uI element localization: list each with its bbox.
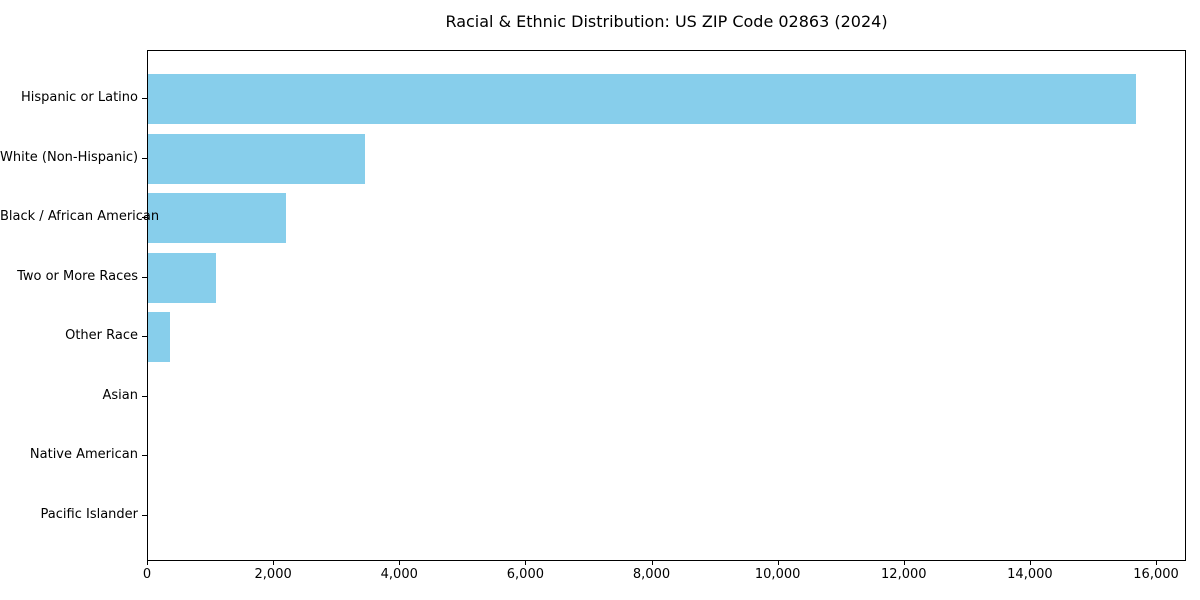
y-tick-label: Hispanic or Latino [20, 90, 138, 105]
y-tick-label: Other Race [65, 328, 138, 343]
plot-area [147, 50, 1186, 561]
x-tick-mark [147, 561, 148, 565]
x-tick-mark [1156, 561, 1158, 565]
bar-hispanic-or-latino [148, 74, 1136, 124]
x-tick-label: 16,000 [1133, 567, 1179, 582]
x-tick-mark [273, 561, 275, 565]
y-tick-label: Native American [29, 447, 138, 462]
x-tick-mark [525, 561, 527, 565]
y-tick-label: Black / African American [0, 209, 160, 224]
x-tick-mark [903, 561, 905, 565]
x-tick-mark [1029, 561, 1031, 565]
y-tick-mark [142, 98, 147, 99]
y-tick-mark [142, 455, 147, 456]
y-tick-label: White (Non-Hispanic) [0, 149, 139, 165]
y-tick-label: Pacific Islander [40, 506, 138, 522]
y-tick-mark [142, 276, 147, 278]
x-tick-label: 2,000 [254, 567, 292, 582]
bar-other-race [148, 312, 171, 362]
y-tick-label: Two or More Races [17, 268, 138, 284]
x-tick-label: 0 [142, 567, 152, 582]
x-tick-label: 14,000 [1007, 567, 1053, 582]
y-tick-mark [142, 217, 147, 218]
y-tick-label: Asian [102, 387, 138, 403]
x-tick-label: 6,000 [506, 567, 544, 582]
chart-title: Racial & Ethnic Distribution: US ZIP Cod… [445, 12, 888, 31]
bar-two-or-more-races [148, 252, 216, 303]
y-tick-mark [142, 336, 147, 337]
x-tick-mark [777, 561, 779, 565]
y-tick-mark [142, 514, 147, 516]
x-tick-label: 10,000 [754, 567, 801, 582]
bar-black-african-american [148, 193, 287, 243]
x-tick-label: 8,000 [632, 567, 671, 582]
x-tick-mark [651, 561, 653, 565]
y-tick-mark [142, 157, 147, 159]
x-tick-label: 12,000 [881, 567, 927, 582]
x-tick-label: 4,000 [380, 567, 418, 582]
y-tick-mark [142, 395, 147, 397]
bar-white-non-hispanic [148, 133, 365, 184]
x-tick-mark [399, 561, 401, 565]
